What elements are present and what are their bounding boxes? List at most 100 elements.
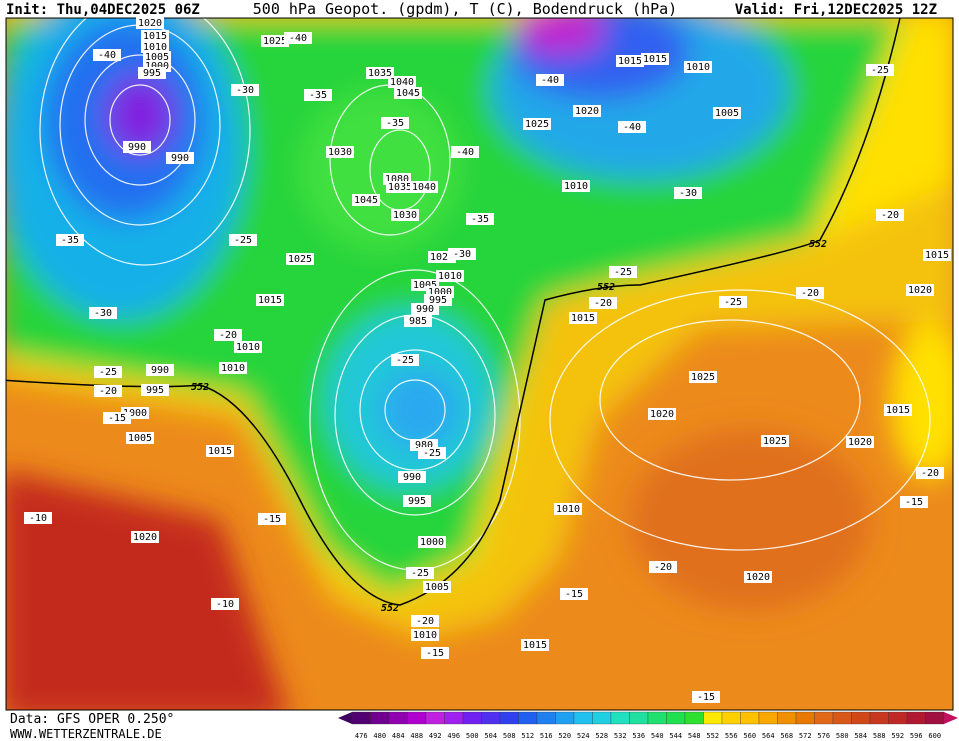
temperature-label-box (719, 296, 747, 308)
temperature-label-box (231, 84, 259, 96)
pressure-label-box (206, 445, 234, 457)
temperature-label-box (916, 467, 944, 479)
colorbar-label: 528 (595, 732, 608, 740)
colorbar-cell (629, 711, 649, 725)
pressure-label-box (744, 571, 772, 583)
pressure-label: 1005 (145, 52, 169, 63)
temperature-label-box (284, 32, 312, 44)
height-label: 552 (809, 239, 827, 250)
pressure-label-box (906, 284, 934, 296)
temperature-label: -20 (219, 330, 237, 341)
temperature-label-box (692, 691, 720, 703)
pressure-label: 990 (128, 142, 146, 153)
pressure-label-box (141, 384, 169, 396)
pressure-label: 995 (429, 295, 447, 306)
pressure-label: 1030 (393, 210, 417, 221)
temperature-label-box (649, 561, 677, 573)
colorbar-cell (925, 711, 945, 725)
colorbar-arrow (338, 712, 352, 724)
pressure-label: 1000 (123, 408, 147, 419)
colorbar-label: 508 (503, 732, 516, 740)
pressure-label: 1000 (145, 61, 169, 72)
temperature-label-box (900, 496, 928, 508)
colorbar-label: 500 (466, 732, 479, 740)
pressure-label-box (616, 55, 644, 67)
temperature-label: -25 (423, 448, 441, 459)
colorbar-label: 504 (484, 732, 497, 740)
temperature-label-box (876, 209, 904, 221)
pressure-label: 1035 (388, 182, 412, 193)
pressure-label: 1020 (848, 437, 872, 448)
pressure-label: 1015 (571, 313, 595, 324)
pressure-label: 990 (416, 304, 434, 315)
temperature-label-box (391, 354, 419, 366)
temperature-label: -20 (654, 562, 672, 573)
colorbar-cell (906, 711, 926, 725)
temperature-label: -25 (99, 367, 117, 378)
pressure-label: 1025 (263, 36, 287, 47)
height-label: 552 (381, 603, 399, 614)
temperature-label-box (94, 385, 122, 397)
temperature-label-box (93, 49, 121, 61)
pressure-label: 1045 (396, 88, 420, 99)
pressure-label: 1010 (564, 181, 588, 192)
temperature-label-box (536, 74, 564, 86)
pressure-label-box (386, 181, 414, 193)
pressure-label-box (423, 581, 451, 593)
colorbar-cell (444, 711, 464, 725)
pressure-label: 1015 (143, 31, 167, 42)
colorbar-cell (351, 711, 371, 725)
pressure-label: 1025 (525, 119, 549, 130)
pressure-label-box (352, 194, 380, 206)
pressure-label-box (256, 294, 284, 306)
temperature-label: -15 (108, 413, 126, 424)
pressure-label-box (846, 436, 874, 448)
temperature-label: -10 (216, 599, 234, 610)
colorbar-label: 516 (540, 732, 553, 740)
colorbar-cell (370, 711, 390, 725)
temperature-label: -30 (94, 308, 112, 319)
temperature-label-box (589, 297, 617, 309)
pressure-label-box (562, 180, 590, 192)
pressure-label: 1020 (138, 18, 162, 29)
colorbar-label: 488 (410, 732, 423, 740)
temperature-label-box (258, 513, 286, 525)
data-source: Data: GFS OPER 0.250° (10, 712, 174, 727)
temperature-label-box (421, 647, 449, 659)
pressure-label: 980 (415, 440, 433, 451)
pressure-label-box (713, 107, 741, 119)
pressure-label: 1015 (258, 295, 282, 306)
pressure-label: 1015 (208, 446, 232, 457)
pressure-label: 1000 (428, 287, 452, 298)
colorbar-cell (703, 711, 723, 725)
colorbar-cell (425, 711, 445, 725)
temperature-label: -20 (594, 298, 612, 309)
pressure-label-box (146, 364, 174, 376)
colorbar-cell (592, 711, 612, 725)
pressure-label: 1010 (413, 630, 437, 641)
pressure-label-box (641, 53, 669, 65)
temperature-label-box (866, 64, 894, 76)
colorbar-cell (388, 711, 408, 725)
pressure-label-box (573, 105, 601, 117)
pressure-label: 1020 (133, 532, 157, 543)
pressure-label: 995 (146, 385, 164, 396)
temperature-label: -40 (98, 50, 116, 61)
temperature-label: -15 (426, 648, 444, 659)
temperature-label-box (103, 412, 131, 424)
pressure-label-box (394, 87, 422, 99)
colorbar-cell (721, 711, 741, 725)
pressure-label-box (684, 61, 712, 73)
colorbar-label: 484 (392, 732, 405, 740)
temperature-label-box (674, 187, 702, 199)
pressure-label: 1025 (763, 436, 787, 447)
pressure-label: 1015 (523, 640, 547, 651)
colorbar-cell (740, 711, 760, 725)
pressure-label: 1030 (328, 147, 352, 158)
colorbar-arrow (944, 712, 958, 724)
pressure-label-box (411, 303, 439, 315)
pressure-label: 1020 (908, 285, 932, 296)
colorbar-label: 492 (429, 732, 442, 740)
